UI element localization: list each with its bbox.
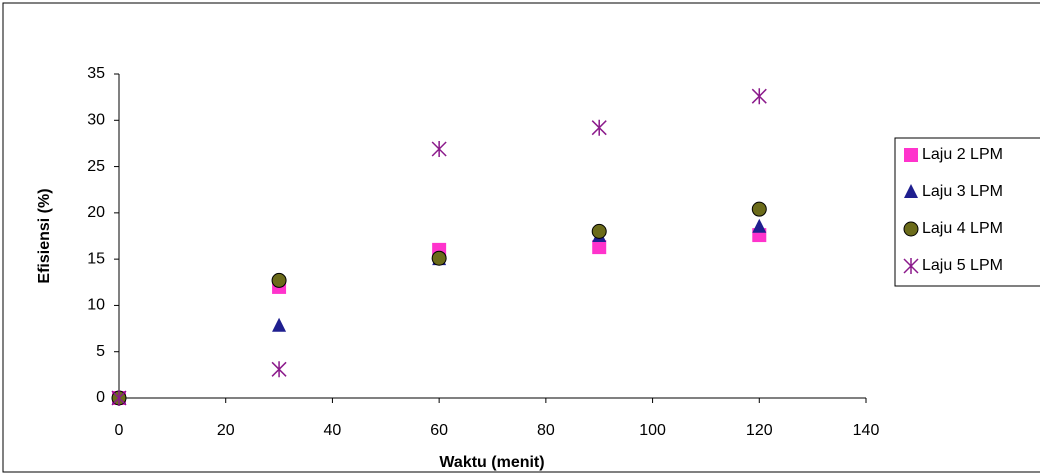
x-tick-label: 20 bbox=[217, 422, 235, 439]
x-tick-label: 0 bbox=[115, 422, 124, 439]
point bbox=[592, 240, 606, 254]
square bbox=[904, 148, 918, 162]
x-tick-label: 120 bbox=[746, 422, 773, 439]
circle bbox=[592, 224, 606, 238]
marker-square bbox=[904, 148, 918, 162]
y-tick-label: 5 bbox=[96, 343, 105, 360]
chart-frame bbox=[3, 3, 1040, 472]
y-tick-label: 15 bbox=[87, 250, 105, 267]
point bbox=[272, 273, 286, 287]
square bbox=[592, 240, 606, 254]
marker-circle bbox=[904, 222, 918, 236]
x-tick-label: 40 bbox=[324, 422, 342, 439]
legend-label: Laju 5 LPM bbox=[922, 257, 1003, 274]
x-tick-label: 60 bbox=[430, 422, 448, 439]
chart: Waktu (menit) Efisiensi (%) 0 5 10 15 20 25 30… bbox=[0, 0, 1040, 475]
x-tick-label: 100 bbox=[639, 422, 666, 439]
x-axis-title: Waktu (menit) bbox=[439, 454, 544, 471]
point bbox=[432, 251, 446, 265]
y-tick-label: 0 bbox=[96, 389, 105, 406]
y-tick-label: 30 bbox=[87, 112, 105, 129]
point bbox=[752, 202, 766, 216]
x-tick-label: 80 bbox=[537, 422, 555, 439]
legend-label: Laju 4 LPM bbox=[922, 220, 1003, 237]
y-tick-label: 25 bbox=[87, 158, 105, 175]
y-axis-title: Efisiensi (%) bbox=[36, 188, 53, 283]
x-tick-label: 140 bbox=[853, 422, 880, 439]
y-tick-label: 20 bbox=[87, 204, 105, 221]
y-tick-label: 35 bbox=[87, 65, 105, 82]
circle bbox=[904, 222, 918, 236]
circle bbox=[752, 202, 766, 216]
legend-label: Laju 2 LPM bbox=[922, 146, 1003, 163]
point bbox=[592, 224, 606, 238]
y-tick-label: 10 bbox=[87, 297, 105, 314]
circle bbox=[432, 251, 446, 265]
circle bbox=[272, 273, 286, 287]
legend-label: Laju 3 LPM bbox=[922, 183, 1003, 200]
